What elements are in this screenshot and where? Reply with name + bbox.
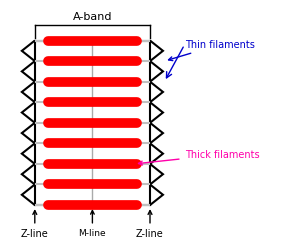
Point: [90, 141, 95, 145]
Point: [90, 80, 95, 84]
Point: [90, 162, 95, 166]
Point: [90, 100, 95, 104]
Text: M-line: M-line: [79, 210, 106, 238]
Text: Z-line: Z-line: [21, 210, 49, 238]
Text: Thick filaments: Thick filaments: [139, 150, 259, 165]
Text: Thin filaments: Thin filaments: [169, 40, 254, 60]
Point: [90, 59, 95, 63]
Text: A-band: A-band: [73, 12, 112, 22]
Text: Z-line: Z-line: [136, 210, 164, 238]
Point: [90, 203, 95, 207]
Point: [90, 121, 95, 125]
Point: [90, 182, 95, 186]
Point: [90, 38, 95, 42]
